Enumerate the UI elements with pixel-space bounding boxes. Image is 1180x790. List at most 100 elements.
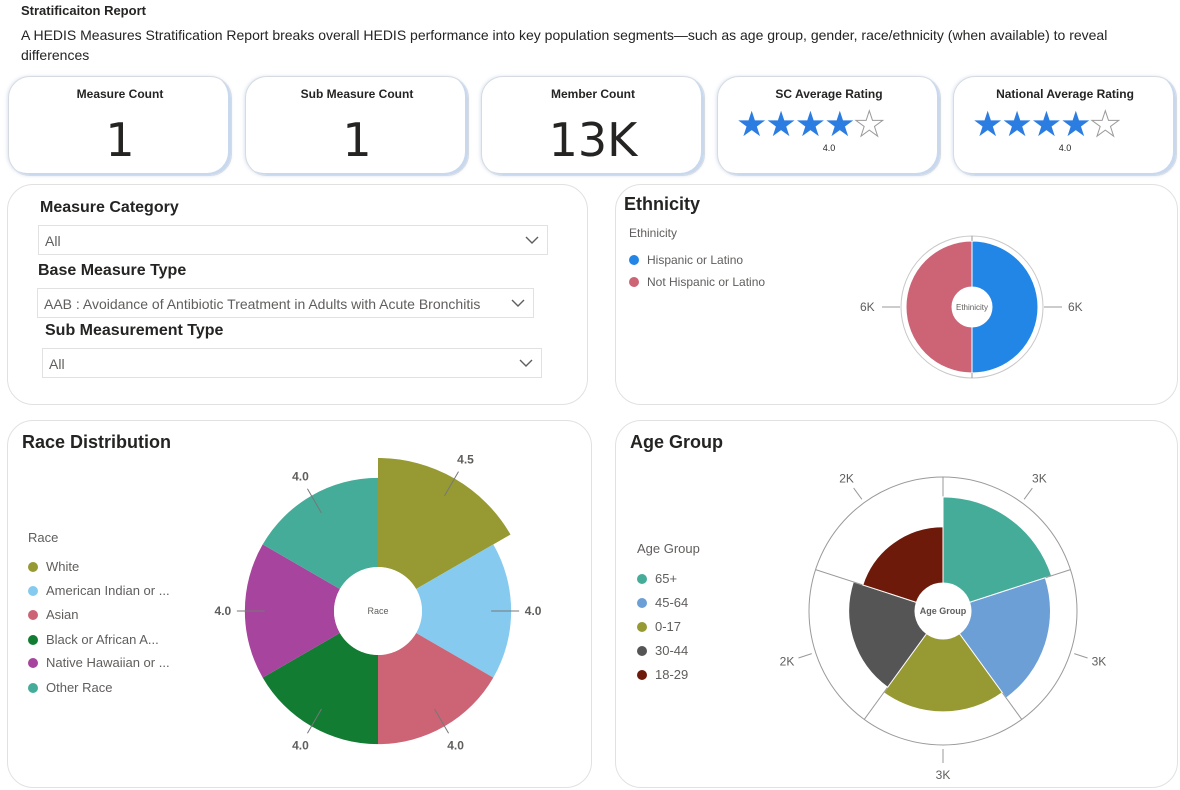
legend-item-not-hispanic[interactable]: Not Hispanic or Latino — [629, 275, 765, 289]
national-rating-card: National Average Rating ★★★★★ 4.0 — [953, 76, 1177, 176]
national-rating-label: National Average Rating — [996, 87, 1134, 101]
slice-not-hispanic[interactable] — [905, 240, 973, 374]
member-count-label: Member Count — [551, 87, 635, 101]
age-center-hole — [915, 583, 971, 639]
ethnicity-chart: 6K 6K Ethinicity — [860, 235, 1083, 379]
star-icon: ★ — [824, 105, 855, 144]
legend-item-american-indian[interactable]: American Indian or ... — [28, 583, 170, 598]
national-rating-value: 4.0 — [1058, 143, 1072, 153]
age-slice-45-64[interactable] — [958, 577, 1051, 699]
leader-line — [798, 653, 812, 659]
base-measure-type-label: Base Measure Type — [38, 262, 187, 279]
leader-line — [306, 708, 322, 734]
sc-rating-card: SC Average Rating ★★★★★ 4.0 — [717, 76, 941, 176]
leader-line — [434, 708, 450, 734]
star-icon: ★ — [1001, 105, 1032, 144]
ethnicity-legend-title: Ethinicity — [629, 226, 678, 240]
legend-dot — [28, 562, 38, 572]
legend-item-black[interactable]: Black or African A... — [28, 632, 159, 647]
legend-dot — [637, 646, 647, 656]
legend-dot — [637, 670, 647, 680]
legend-dot — [629, 255, 639, 265]
age-data-label: 3K — [1092, 655, 1107, 669]
base-measure-type-value: AAB : Avoidance of Antibiotic Treatment … — [44, 296, 481, 312]
age-legend-title: Age Group — [637, 541, 700, 556]
race-data-label: 4.0 — [292, 738, 309, 752]
chevron-down-icon — [525, 236, 539, 244]
legend-dot — [28, 586, 38, 596]
race-slice-native-hawaiian-or[interactable] — [244, 544, 340, 678]
legend-item-hispanic[interactable]: Hispanic or Latino — [629, 253, 743, 267]
legend-item-asian[interactable]: Asian — [28, 607, 79, 622]
legend-item-native-hawaiian[interactable]: Native Hawaiian or ... — [28, 655, 170, 670]
race-data-label: 4.0 — [447, 738, 464, 752]
race-slice-asian[interactable] — [378, 633, 494, 745]
race-slice-white[interactable] — [378, 458, 511, 589]
sub-measurement-type-label: Sub Measurement Type — [45, 322, 224, 339]
leader-line — [853, 487, 863, 500]
star-icon: ★ — [765, 105, 796, 144]
measure-category-dropdown[interactable]: All — [38, 225, 548, 255]
race-legend-title: Race — [28, 530, 59, 545]
age-data-label: 3K — [1032, 471, 1047, 485]
star-empty-icon: ★ — [1089, 105, 1121, 144]
legend-dot — [28, 683, 38, 693]
star-icon: ★ — [972, 105, 1003, 144]
race-slice-black-or-african-a[interactable] — [262, 633, 378, 745]
age-data-label: 2K — [780, 655, 795, 669]
base-measure-type-dropdown[interactable]: AAB : Avoidance of Antibiotic Treatment … — [37, 288, 534, 318]
data-label-hispanic: 6K — [1068, 300, 1083, 314]
leader-line — [444, 471, 459, 497]
age-title: Age Group — [630, 432, 723, 452]
sub-measure-count-card: Sub Measure Count 1 — [245, 76, 469, 176]
age-center-label: Age Group — [920, 606, 967, 616]
race-slice-other-race[interactable] — [262, 477, 378, 589]
legend-dot — [28, 635, 38, 645]
sub-measure-count-value: 1 — [342, 113, 372, 167]
legend-item-white[interactable]: White — [28, 559, 79, 574]
legend-item-other-race[interactable]: Other Race — [28, 680, 112, 695]
star-empty-icon: ★ — [853, 105, 885, 144]
sub-measurement-type-dropdown[interactable]: All — [42, 348, 542, 378]
age-data-label: 2K — [839, 471, 854, 485]
age-chart: 3K 3K 3K 2K 2K Age Group — [780, 471, 1107, 782]
legend-dot — [629, 277, 639, 287]
measure-count-label: Measure Count — [76, 87, 164, 101]
legend-dot — [637, 622, 647, 632]
race-title: Race Distribution — [22, 432, 172, 452]
slice-hispanic[interactable] — [971, 240, 1039, 374]
legend-item-30-44[interactable]: 30-44 — [637, 643, 688, 658]
page-title: Stratificaiton Report — [21, 3, 146, 18]
sc-rating-label: SC Average Rating — [775, 87, 883, 101]
ethnicity-center-label: Ethinicity — [956, 303, 988, 312]
race-center-hole — [334, 567, 422, 655]
race-panel: Race Distribution Race White American In… — [7, 420, 592, 788]
leader-line — [306, 488, 322, 514]
chevron-down-icon — [519, 359, 533, 367]
legend-dot — [28, 610, 38, 620]
race-data-label: 4.5 — [457, 452, 474, 466]
national-rating-stars: ★★★★★ — [972, 105, 1121, 144]
age-data-label: 3K — [936, 768, 951, 782]
legend-dot — [28, 658, 38, 668]
star-icon: ★ — [794, 105, 826, 144]
legend-dot — [637, 574, 647, 584]
measure-count-card: Measure Count 1 — [8, 76, 232, 176]
sub-measure-count-label: Sub Measure Count — [300, 87, 414, 101]
measure-count-value: 1 — [105, 113, 135, 167]
filters-panel: Measure Category All Base Measure Type A… — [7, 184, 588, 405]
sc-rating-value: 4.0 — [822, 143, 836, 153]
star-icon: ★ — [736, 105, 767, 144]
legend-item-0-17[interactable]: 0-17 — [637, 619, 681, 634]
legend-item-65plus[interactable]: 65+ — [637, 571, 677, 586]
star-icon: ★ — [1060, 105, 1091, 144]
data-label-not-hispanic: 6K — [860, 300, 875, 314]
sub-measurement-type-value: All — [49, 356, 65, 372]
sc-rating-stars: ★★★★★ — [736, 105, 885, 144]
star-icon: ★ — [1030, 105, 1062, 144]
legend-item-45-64[interactable]: 45-64 — [637, 595, 688, 610]
race-slice-american-indian-or[interactable] — [416, 544, 512, 678]
legend-item-18-29[interactable]: 18-29 — [637, 667, 688, 682]
measure-category-label: Measure Category — [40, 199, 179, 216]
race-data-label: 4.0 — [525, 604, 542, 618]
